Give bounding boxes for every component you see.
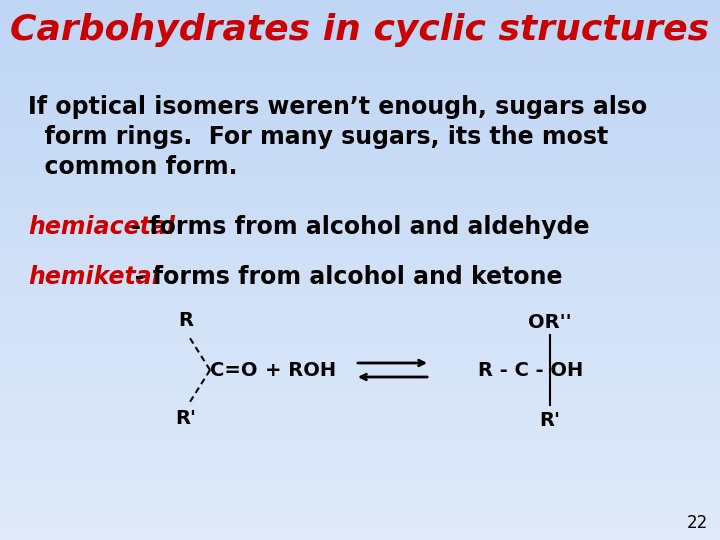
Text: - forms from alcohol and ketone: - forms from alcohol and ketone xyxy=(110,265,562,289)
Text: + ROH: + ROH xyxy=(265,361,336,380)
Text: R': R' xyxy=(176,409,197,429)
Text: common form.: common form. xyxy=(28,155,238,179)
Text: Carbohydrates in cyclic structures: Carbohydrates in cyclic structures xyxy=(10,13,710,47)
Text: R - C - OH: R - C - OH xyxy=(478,361,583,380)
Text: hemiacetal: hemiacetal xyxy=(28,215,175,239)
Text: OR'': OR'' xyxy=(528,313,572,332)
Text: 22: 22 xyxy=(687,514,708,532)
Text: R': R' xyxy=(539,410,560,429)
Text: If optical isomers weren’t enough, sugars also: If optical isomers weren’t enough, sugar… xyxy=(28,95,647,119)
Text: form rings.  For many sugars, its the most: form rings. For many sugars, its the mos… xyxy=(28,125,608,149)
Text: R: R xyxy=(179,312,194,330)
Text: - forms from alcohol and aldehyde: - forms from alcohol and aldehyde xyxy=(123,215,590,239)
Text: hemiketal: hemiketal xyxy=(28,265,160,289)
Text: C=O: C=O xyxy=(210,361,258,380)
